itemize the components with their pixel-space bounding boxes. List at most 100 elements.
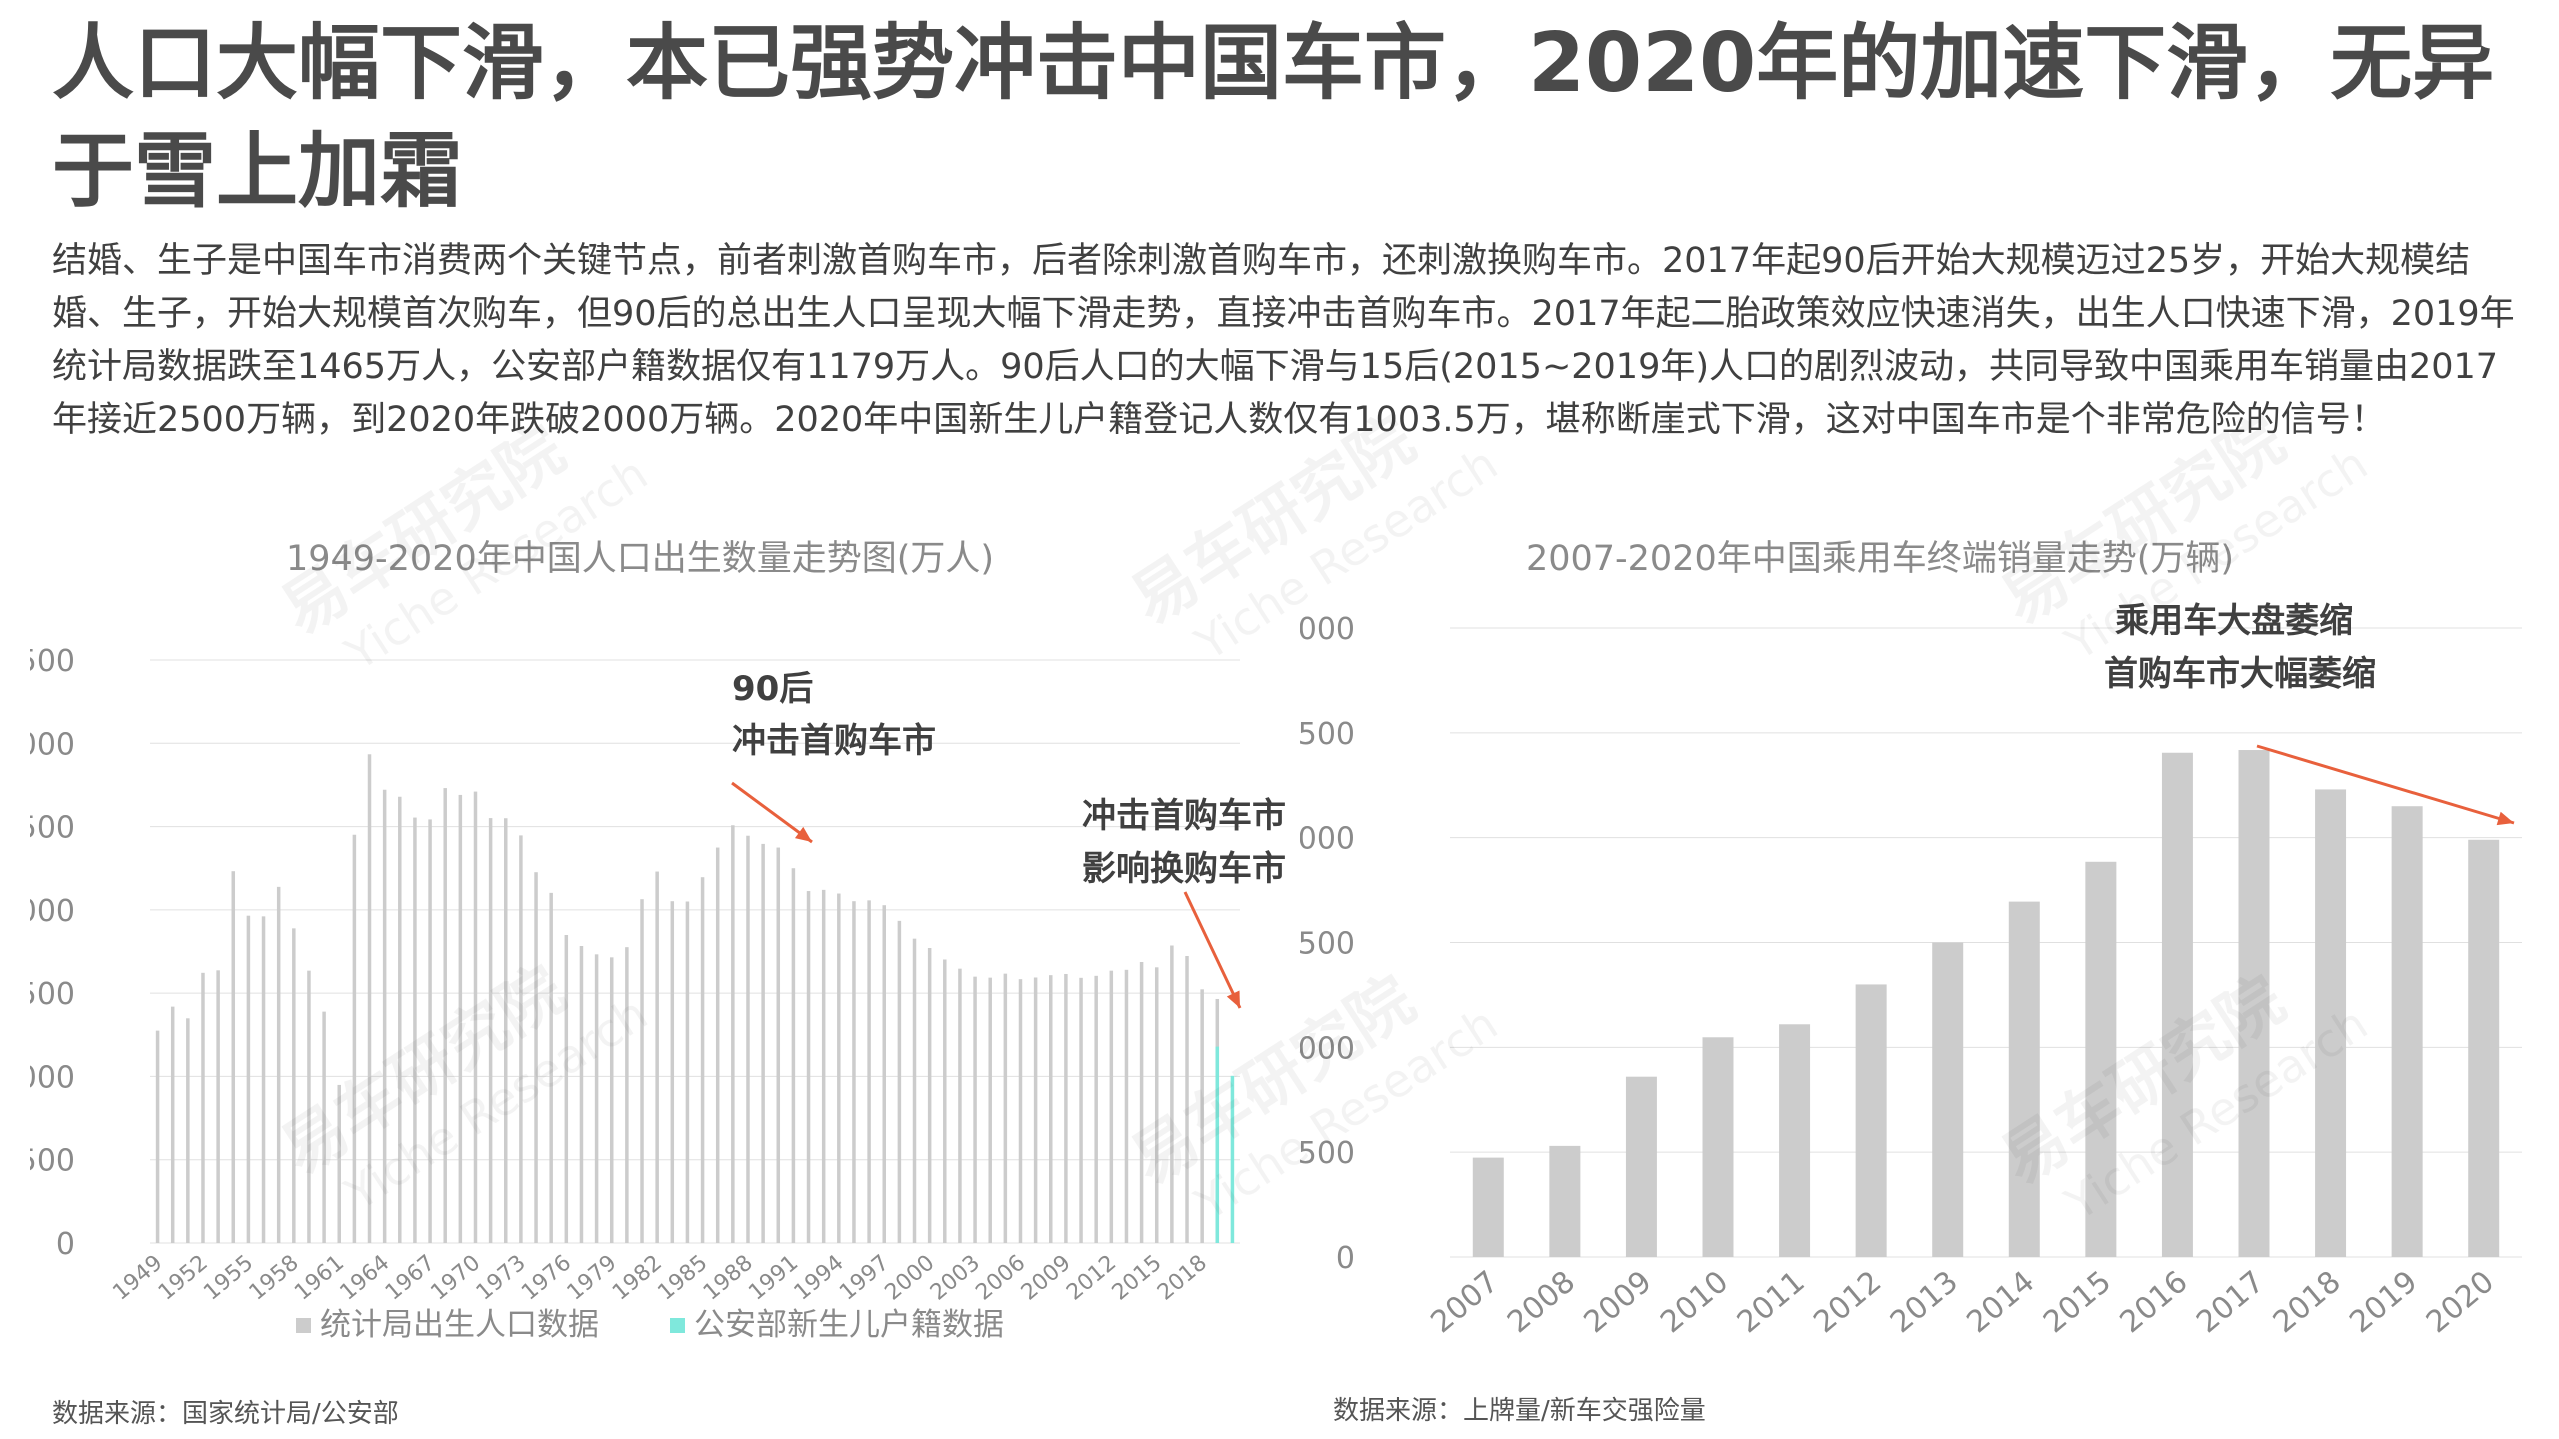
bar-stats-2010 [1079, 977, 1083, 1243]
bar-stats-1969 [458, 794, 463, 1243]
y-tick-label: 500 [1300, 1136, 1355, 1171]
chart-title: 1949-2020年中国人口出生数量走势图(万人) [286, 539, 994, 579]
bar-stats-1983 [670, 901, 675, 1243]
source-note-right: 数据来源：上牌量/新车交强险量 [1333, 1396, 1706, 1426]
bar-2009 [1625, 1076, 1657, 1257]
y-tick-label: 3500 [30, 644, 75, 679]
y-tick-label: 0 [56, 1227, 75, 1262]
bar-police-2019 [1215, 1046, 1220, 1243]
bar-stats-1975 [549, 892, 553, 1243]
bar-stats-1971 [488, 818, 493, 1243]
bar-stats-1956 [261, 916, 266, 1243]
car-sales-chart: 2007-2020年中国乘用车终端销量走势(万辆) 20072008200920… [1300, 539, 2522, 1340]
x-tick-label: 1970 [426, 1250, 485, 1305]
x-tick-label: 1949 [108, 1250, 167, 1305]
x-tick-label: 1976 [517, 1250, 576, 1305]
bar-stats-1996 [867, 900, 871, 1243]
x-tick-label: 2012 [1807, 1264, 1888, 1340]
bar-stats-1959 [307, 970, 311, 1243]
arrow-market-shrink [2256, 744, 2515, 825]
y-tick-label: 3000 [1300, 612, 1355, 647]
x-tick-label: 2003 [926, 1250, 985, 1305]
y-tick-label: 2500 [1300, 717, 1355, 752]
bar-stats-2013 [1124, 969, 1129, 1243]
bar-stats-1987 [731, 825, 735, 1243]
legend: 统计局出生人口数据 公安部新生儿户籍数据 [296, 1307, 1004, 1343]
bar-stats-1962 [352, 834, 357, 1243]
bar-stats-2004 [988, 977, 992, 1243]
x-tick-label: 1961 [290, 1250, 349, 1305]
bar-stats-1986 [715, 847, 720, 1243]
x-tick-label: 2015 [2037, 1264, 2118, 1340]
bar-stats-1958 [292, 928, 296, 1243]
bar-police-2020 [1230, 1075, 1235, 1243]
y-tick-label: 1500 [1300, 927, 1355, 962]
y-tick-label: 3000 [30, 727, 75, 762]
bar-2010 [1702, 1037, 1734, 1257]
x-tick-label: 2012 [1062, 1250, 1121, 1305]
legend-swatch-police [670, 1318, 685, 1333]
bar-stats-1998 [897, 920, 902, 1243]
bar-stats-2015 [1154, 967, 1159, 1243]
x-tick-label: 2017 [2190, 1264, 2271, 1340]
annotation-replacement-line2: 影响换购车市 [1082, 849, 1286, 889]
x-tick-label: 1958 [245, 1250, 304, 1305]
arrow-90s [731, 781, 813, 844]
bar-stats-2009 [1064, 973, 1068, 1243]
bar-stats-1984 [685, 901, 690, 1243]
x-tick-label: 2010 [1654, 1264, 1735, 1340]
annotation-market-shrink-line2: 首购车市大幅萎缩 [2104, 654, 2376, 694]
bar-stats-1994 [837, 893, 841, 1243]
x-tick-label: 2020 [2420, 1264, 2501, 1340]
x-tick-label: 2013 [1884, 1264, 1965, 1340]
x-tick-label: 1979 [563, 1250, 622, 1305]
bar-stats-2001 [943, 959, 947, 1243]
bar-stats-1977 [579, 946, 584, 1243]
bar-2016 [2161, 752, 2193, 1257]
y-tick-label: 2000 [1300, 822, 1355, 857]
bar-stats-1970 [473, 791, 478, 1243]
bar-stats-1961 [337, 1084, 341, 1243]
bar-stats-1989 [761, 843, 765, 1243]
arrow-90s-head [794, 826, 812, 842]
bar-stats-2006 [1018, 979, 1023, 1243]
x-tick-label: 2009 [1017, 1250, 1076, 1305]
x-tick-label: 1988 [699, 1250, 758, 1305]
bar-stats-1999 [912, 938, 917, 1243]
bar-stats-1952 [201, 972, 205, 1243]
bar-stats-2002 [958, 968, 962, 1243]
x-tick-label: 1985 [653, 1250, 712, 1305]
bar-stats-1988 [746, 835, 750, 1243]
x-tick-label: 2019 [2343, 1264, 2424, 1340]
bar-stats-1960 [322, 1011, 326, 1243]
annotation-market-shrink: 乘用车大盘萎缩 首购车市大幅萎缩 [2104, 601, 2376, 694]
bar-stats-1980 [625, 947, 629, 1243]
bar-2019 [2391, 806, 2423, 1257]
bar-stats-1967 [428, 819, 432, 1243]
bar-2008 [1549, 1145, 1581, 1257]
x-tick-label: 2014 [1960, 1264, 2041, 1340]
bar-2012 [1855, 984, 1887, 1257]
bar-stats-2017 [1185, 955, 1189, 1243]
legend-label-police: 公安部新生儿户籍数据 [694, 1307, 1004, 1343]
x-tick-label: 1967 [381, 1250, 440, 1305]
x-tick-label: 2011 [1731, 1264, 1812, 1340]
bar-stats-1954 [231, 871, 236, 1243]
y-tick-label: 2000 [30, 894, 75, 929]
bar-stats-2007 [1033, 977, 1038, 1243]
annotation-replacement-line1: 冲击首购车市 [1082, 796, 1286, 836]
bar-stats-1976 [564, 935, 569, 1243]
x-tick-label: 1991 [744, 1250, 803, 1305]
annotation-market-shrink-line1: 乘用车大盘萎缩 [2115, 601, 2353, 641]
bar-stats-1985 [700, 877, 705, 1243]
bar-stats-1964 [382, 789, 387, 1243]
bar-stats-2011 [1094, 975, 1098, 1243]
bar-2011 [1779, 1024, 1811, 1257]
bar-2017 [2238, 750, 2270, 1257]
x-tick-label: 1964 [336, 1250, 395, 1305]
x-tick-label: 1973 [472, 1250, 531, 1305]
x-tick-label: 2006 [971, 1250, 1030, 1305]
bar-stats-1950 [170, 1006, 175, 1243]
bar-stats-2014 [1139, 961, 1144, 1243]
x-tick-label: 1955 [199, 1250, 258, 1305]
